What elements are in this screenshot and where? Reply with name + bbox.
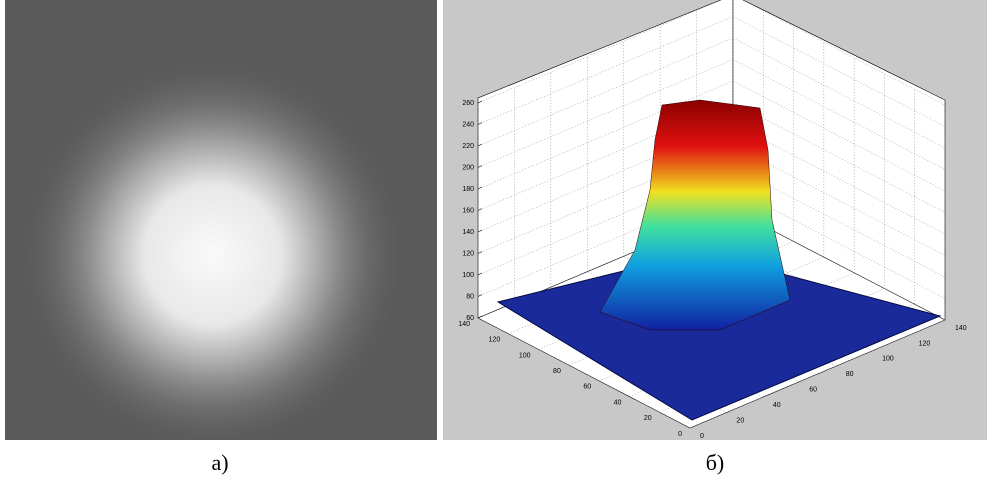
grid-line [477,37,734,147]
z-tick [477,122,483,125]
caption: а) [211,450,228,475]
z-tick-label: 220 [462,143,474,150]
z-tick-label: 260 [462,100,474,107]
grid-line [732,37,946,149]
caption: б) [706,450,725,475]
z-tick [477,186,483,190]
grid-line [477,145,734,254]
grid-line [477,166,734,276]
z-tick [477,100,483,104]
grid-line [732,80,946,192]
grid-line [477,102,734,211]
z-tick [477,251,483,254]
z-tick-label: 160 [462,207,474,214]
z-tick [477,208,483,211]
beam-spot [5,0,437,440]
y-tick-label: 120 [489,337,501,344]
surface-peak [599,99,791,331]
x-tick-label: 120 [919,340,931,347]
y-tick-label: 40 [614,399,622,406]
z-tick-label: 200 [462,164,474,171]
z-tick-label: 100 [462,272,474,279]
y-tick-label: 20 [644,415,652,422]
z-tick-label: 180 [462,186,474,193]
z-tick-label: 140 [462,229,474,236]
z-tick-label: 80 [466,293,474,300]
y-tick-label: 80 [553,368,561,375]
grid-line [477,16,734,125]
grid-line [742,0,946,106]
grid-line [477,188,734,297]
grid-line [689,319,946,429]
x-tick-label: 0 [700,433,704,440]
grid-line [477,80,734,190]
x-tick-label: 80 [846,371,854,378]
x-tick-label: 100 [882,356,894,363]
grid-line [477,123,734,233]
z-tick [477,165,483,168]
grid-line [732,102,946,213]
x-tick-label: 40 [773,402,781,409]
grid-line [732,59,946,170]
z-tick [477,315,483,319]
ticks: 0204060801001201400204060801001201406080… [458,100,966,440]
z-tick [477,229,483,233]
z-tick-label: 60 [466,315,474,322]
x-tick-label: 20 [736,417,744,424]
grid-line [477,209,734,319]
y-tick-label: 60 [583,384,591,391]
x-tick-label: 60 [809,387,817,394]
y-tick-label: 140 [458,321,470,328]
z-tick-label: 120 [462,250,474,257]
z-tick [477,272,483,276]
z-tick [477,143,483,147]
grid-line [477,59,734,168]
grid-line [732,209,946,321]
grid-line [732,16,946,127]
grid-line [732,123,946,235]
grid-line [477,0,722,104]
y-tick-label: 100 [519,352,531,359]
z-tick [477,294,483,297]
z-tick-label: 240 [462,121,474,128]
x-tick-label: 140 [955,325,967,332]
y-tick-label: 0 [678,431,682,438]
grid-line [477,317,691,429]
